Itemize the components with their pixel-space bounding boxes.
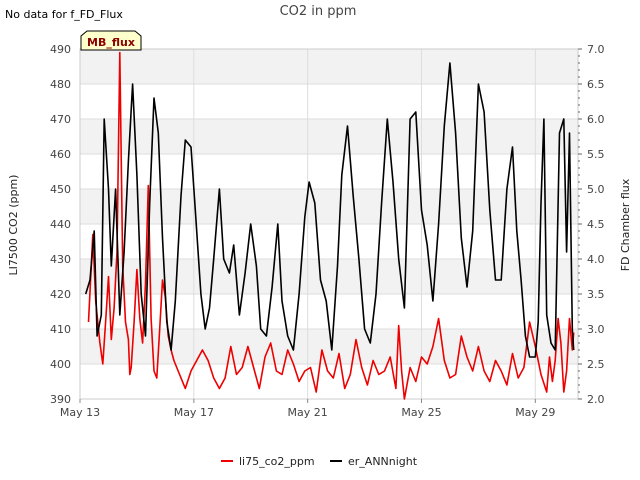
y2-tick-label: 2.5 <box>587 358 605 371</box>
y2-tick-label: 5.5 <box>587 148 605 161</box>
y2-tick-label: 4.5 <box>587 218 605 231</box>
mb-flux-badge: MB_flux <box>80 30 142 51</box>
series-line-er_ANNnight <box>84 62 575 358</box>
y-tick-label: 450 <box>50 183 71 196</box>
plot-band <box>80 329 578 364</box>
y-tick-label: 430 <box>50 253 71 266</box>
y-axis-title: LI7500 CO2 (ppm) <box>7 175 20 276</box>
x-tick-label: May 21 <box>288 406 328 419</box>
y2-tick-label: 3.0 <box>587 323 605 336</box>
x-axis-ticks: May 13 May 17 May 21 May 25 May 29 <box>60 399 555 419</box>
plot-band <box>80 119 578 154</box>
badge-label: MB_flux <box>87 36 135 49</box>
y-tick-label: 410 <box>50 323 71 336</box>
y2-tick-label: 2.0 <box>587 393 605 406</box>
x-tick-label: May 17 <box>174 406 214 419</box>
y2-tick-label: 3.5 <box>587 288 605 301</box>
y-tick-label: 480 <box>50 78 71 91</box>
plot-band <box>80 49 578 84</box>
y2-axis-title: FD Chamber flux <box>619 178 632 271</box>
plot-bands <box>80 49 578 364</box>
y-tick-label: 460 <box>50 148 71 161</box>
y2-tick-label: 6.5 <box>587 78 605 91</box>
y2-tick-label: 7.0 <box>587 43 605 56</box>
y2-tick-label: 6.0 <box>587 113 605 126</box>
y-tick-label: 390 <box>50 393 71 406</box>
legend-label: li75_co2_ppm <box>239 455 315 468</box>
badge-shape <box>80 30 142 51</box>
no-data-note: No data for f_FD_Flux <box>5 8 123 21</box>
legend-label: er_ANNnight <box>348 455 418 468</box>
series-layer <box>84 51 575 400</box>
plot-band <box>80 189 578 224</box>
y-tick-label: 420 <box>50 288 71 301</box>
chart-title: CO2 in ppm <box>280 4 357 19</box>
x-tick-label: May 13 <box>60 406 100 419</box>
y2-tick-label: 5.0 <box>587 183 605 196</box>
legend: li75_co2_ppm er_ANNnight <box>221 455 418 468</box>
y-tick-label: 490 <box>50 43 71 56</box>
x-tick-label: May 29 <box>515 406 555 419</box>
y2-axis-ticks: 2.0 2.5 3.0 3.5 4.0 4.5 5.0 5.5 6.0 6.5 7.0 <box>578 43 605 406</box>
plot-band <box>80 259 578 294</box>
y-axis-ticks: 390 400 410 420 430 440 450 460 470 480 490 <box>50 43 71 406</box>
y-tick-label: 470 <box>50 113 71 126</box>
y2-tick-label: 4.0 <box>587 253 605 266</box>
x-tick-label: May 25 <box>401 406 441 419</box>
series-line-li75_co2_ppm <box>87 51 575 400</box>
y-tick-label: 400 <box>50 358 71 371</box>
y-tick-label: 440 <box>50 218 71 231</box>
